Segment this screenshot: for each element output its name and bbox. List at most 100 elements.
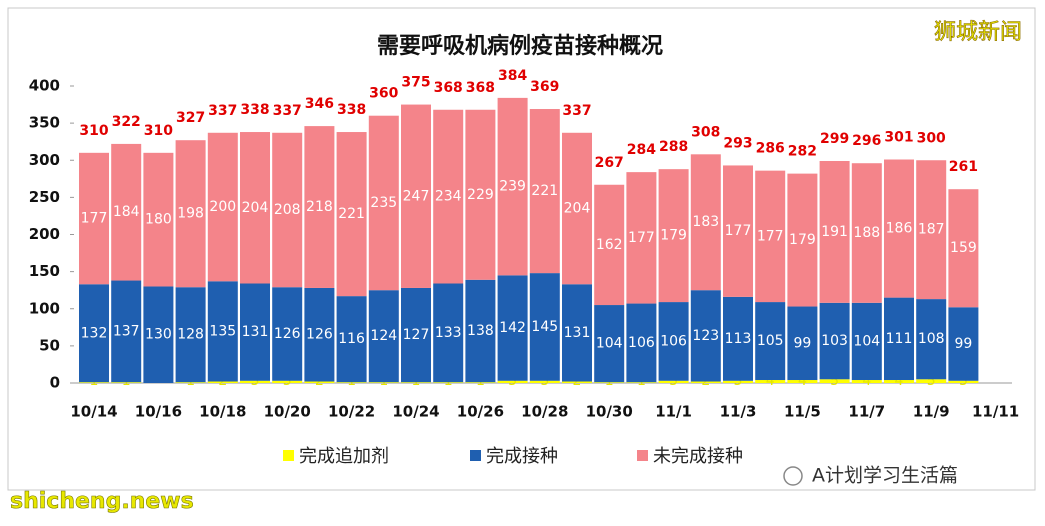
bar-segment bbox=[884, 380, 914, 383]
legend-swatch bbox=[470, 450, 481, 461]
x-tick-label: 11/3 bbox=[720, 403, 757, 421]
bar-segment bbox=[851, 380, 882, 383]
total-label: 368 bbox=[434, 80, 463, 96]
x-tick-label: 10/16 bbox=[135, 403, 182, 421]
bar-segment bbox=[723, 165, 753, 297]
data-label: 198 bbox=[177, 206, 204, 222]
bar-segment bbox=[594, 382, 625, 383]
bar-segment bbox=[690, 381, 721, 383]
data-label: 128 bbox=[177, 327, 204, 343]
bar-segment bbox=[658, 302, 689, 381]
x-tick-label: 10/18 bbox=[199, 403, 246, 421]
bar-segment bbox=[626, 172, 657, 304]
bar-segment bbox=[272, 132, 303, 288]
data-label: 111 bbox=[886, 331, 913, 347]
bar-segment bbox=[207, 381, 238, 383]
data-label: 127 bbox=[403, 327, 430, 343]
total-label: 310 bbox=[144, 123, 173, 139]
total-label: 337 bbox=[273, 103, 302, 119]
data-label: 177 bbox=[81, 211, 108, 227]
bar-segment bbox=[79, 284, 109, 383]
data-label: 4 bbox=[895, 373, 904, 389]
bar-segment bbox=[433, 382, 464, 383]
legend-swatch bbox=[283, 450, 294, 461]
bar-segment bbox=[175, 382, 206, 383]
bar-segment bbox=[819, 379, 850, 383]
bar-segment bbox=[916, 299, 947, 380]
bar-segment bbox=[529, 109, 560, 274]
data-label: 183 bbox=[692, 214, 719, 230]
bar-segment bbox=[819, 160, 850, 303]
watermark: A计划学习生活篇 bbox=[812, 465, 958, 487]
bar-segment bbox=[175, 140, 206, 288]
data-label: 179 bbox=[660, 228, 687, 244]
wechat-icon bbox=[783, 466, 803, 486]
total-label: 327 bbox=[176, 110, 205, 126]
data-label: 177 bbox=[757, 228, 784, 244]
x-tick-label: 10/28 bbox=[521, 403, 568, 421]
total-label: 299 bbox=[820, 131, 849, 147]
bar-segment bbox=[851, 163, 882, 303]
data-label: 113 bbox=[725, 331, 752, 347]
total-label: 282 bbox=[788, 144, 817, 160]
total-label: 322 bbox=[112, 114, 141, 130]
bar-segment bbox=[272, 380, 303, 383]
data-label: 4 bbox=[766, 373, 775, 389]
bar-segment bbox=[336, 132, 367, 297]
bar-segment bbox=[79, 382, 109, 383]
data-label: 184 bbox=[113, 204, 140, 220]
bar-segment bbox=[594, 305, 625, 383]
data-label: 159 bbox=[950, 240, 977, 256]
bar-segment bbox=[787, 380, 818, 383]
bar-segment bbox=[562, 381, 592, 383]
bar-segment bbox=[207, 281, 238, 382]
bar-segment bbox=[368, 115, 399, 291]
bar-segment bbox=[240, 132, 270, 284]
bar-segment bbox=[916, 160, 947, 300]
data-label: 204 bbox=[564, 201, 591, 217]
x-tick-label: 11/5 bbox=[784, 403, 821, 421]
bar-segment bbox=[207, 132, 238, 282]
total-label: 293 bbox=[723, 135, 752, 151]
x-tick-label: 10/20 bbox=[264, 403, 311, 421]
y-tick-label: 0 bbox=[50, 374, 60, 392]
bar-segment bbox=[529, 273, 560, 381]
bar-segment bbox=[884, 297, 914, 381]
total-label: 368 bbox=[466, 80, 495, 96]
data-label: 3 bbox=[540, 373, 549, 389]
bar-segment bbox=[401, 287, 431, 383]
bar-segment bbox=[529, 380, 560, 383]
legend-label: 完成接种 bbox=[486, 446, 558, 467]
bar-segment bbox=[755, 302, 786, 381]
total-label: 338 bbox=[337, 102, 366, 118]
total-label: 338 bbox=[240, 102, 269, 118]
bar-segment bbox=[658, 380, 689, 383]
y-tick-label: 150 bbox=[29, 262, 60, 280]
bar-segment bbox=[884, 159, 914, 298]
legend: 完成追加剂 完成接种 未完成接种 bbox=[283, 446, 743, 467]
data-label: 177 bbox=[725, 223, 752, 239]
bar-segment bbox=[626, 303, 657, 383]
total-label: 337 bbox=[208, 103, 237, 119]
bar-segment bbox=[368, 382, 399, 383]
data-label: 126 bbox=[274, 326, 301, 342]
data-label: 239 bbox=[499, 179, 526, 195]
data-label: 123 bbox=[692, 328, 719, 344]
x-tick-label: 10/22 bbox=[328, 403, 375, 421]
legend-label: 完成追加剂 bbox=[299, 446, 389, 467]
bar-segment bbox=[433, 109, 464, 284]
bar-segment bbox=[723, 296, 753, 381]
bar-segment bbox=[336, 296, 367, 383]
bar-segment bbox=[723, 380, 753, 383]
bar-segment bbox=[240, 283, 270, 381]
data-label: 221 bbox=[531, 183, 558, 199]
x-tick-label: 11/7 bbox=[848, 403, 885, 421]
bar-segment bbox=[497, 97, 528, 276]
bar-segment bbox=[175, 287, 206, 383]
bar-segment bbox=[465, 382, 496, 383]
bar-segment bbox=[272, 287, 303, 381]
bar-segment bbox=[111, 280, 142, 383]
total-label: 337 bbox=[562, 103, 591, 119]
data-label: 131 bbox=[564, 325, 591, 341]
bar-segment bbox=[755, 170, 786, 303]
